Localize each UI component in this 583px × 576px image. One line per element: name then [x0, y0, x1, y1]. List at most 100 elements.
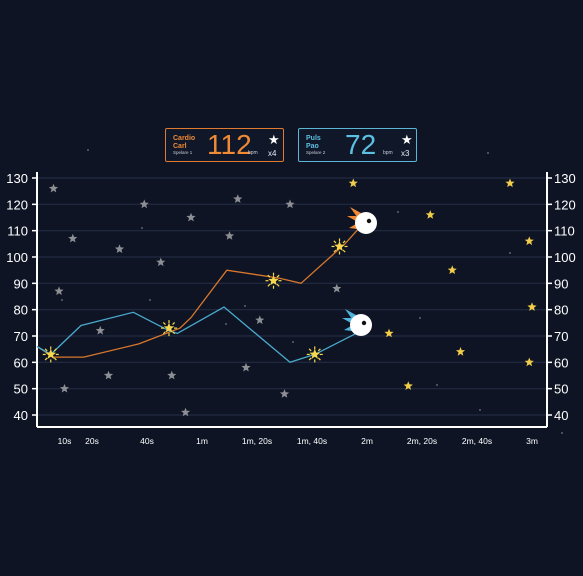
bird-body [355, 212, 377, 234]
x-tick-label: 40s [140, 436, 154, 446]
grey-star-icon [180, 407, 191, 417]
collected-star-icon [334, 241, 345, 251]
y-tick-label: 110 [554, 224, 575, 239]
y-tick-label: 100 [554, 250, 576, 265]
y-tick-label: 130 [554, 171, 576, 186]
y-tick-label: 80 [554, 303, 568, 318]
y-tick-label: 90 [14, 276, 28, 291]
yellow-star-icon [527, 302, 537, 311]
bird-feather [350, 207, 361, 217]
y-tick-label: 90 [554, 276, 568, 291]
player-2-unit: bpm [383, 150, 393, 156]
star-burst-ray [267, 283, 271, 287]
yellow-star-icon [524, 236, 534, 246]
collected-star-icon [309, 348, 320, 359]
background-dot [244, 305, 246, 307]
star-icon: ★ [268, 132, 280, 147]
star-burst-ray [53, 348, 57, 352]
background-dot [479, 409, 481, 411]
player-1-unit: bpm [248, 150, 258, 156]
yellow-star-icon [384, 328, 394, 338]
grey-star-icon [54, 286, 64, 296]
player-1-star-count: x4 [268, 149, 277, 158]
bird-body [350, 314, 372, 336]
y-tick-label: 60 [554, 355, 568, 370]
grey-star-icon [156, 257, 166, 267]
star-burst-ray [333, 249, 337, 253]
player-2-card: Puls Pao Spelare 2 72 bpm ★ x3 [298, 128, 417, 162]
bird-eye [366, 218, 372, 224]
bird-beak [349, 224, 357, 229]
star-burst-ray [162, 322, 166, 325]
background-dot [61, 299, 63, 301]
player-2-first-name: Puls [306, 135, 321, 142]
collected-star-icon [268, 275, 279, 286]
grey-star-icon [332, 283, 342, 293]
grey-star-icon [139, 199, 149, 209]
y-tick-label: 60 [14, 355, 28, 370]
grey-star-icon [114, 244, 125, 253]
player-1-bpm: 112 [207, 129, 252, 160]
x-tick-label: 1m, 40s [297, 436, 327, 446]
star-burst-ray [172, 322, 176, 325]
background-dot [561, 432, 563, 434]
y-tick-label: 120 [6, 197, 28, 212]
y-tick-label: 40 [554, 408, 568, 423]
grey-star-icon [224, 231, 235, 240]
star-burst-ray [317, 348, 321, 352]
yellow-star-icon [505, 178, 515, 188]
x-tick-label: 20s [85, 436, 99, 446]
star-burst-ray [44, 348, 48, 352]
background-dot [509, 252, 511, 254]
grey-star-icon [255, 315, 265, 325]
player-2-star-count: x3 [401, 149, 410, 158]
star-burst-ray [276, 274, 280, 278]
player-1-card: Cardio Carl Spelare 1 112 bpm ★ x4 [165, 128, 284, 162]
star-burst-ray [53, 357, 57, 361]
player-1-name: Cardio Carl [173, 135, 195, 151]
player-1-label: Spelare 1 [173, 150, 193, 155]
star-burst-ray [267, 274, 271, 278]
y-tick-label: 100 [6, 250, 28, 265]
collected-star-icon [163, 322, 175, 333]
star-burst-ray [342, 249, 346, 253]
player-2-last-name: Pao [306, 143, 319, 150]
star-burst-ray [317, 357, 321, 361]
yellow-star-icon [524, 357, 534, 367]
star-burst-ray [172, 331, 176, 335]
star-burst-ray [333, 240, 337, 244]
background-dot [436, 384, 438, 386]
grey-star-icon [279, 389, 290, 398]
star-burst-ray [342, 240, 346, 244]
y-tick-label: 70 [554, 329, 568, 344]
grey-star-icon [285, 199, 295, 209]
y-tick-label: 130 [6, 171, 28, 186]
bird-eye [361, 320, 367, 326]
yellow-star-icon [425, 210, 435, 219]
yellow-star-icon [348, 178, 358, 188]
grey-star-icon [95, 325, 105, 335]
grey-star-icon [186, 212, 196, 222]
yellow-star-icon [455, 347, 466, 356]
bird-feather [342, 318, 353, 323]
y-tick-label: 40 [14, 408, 28, 423]
grey-star-icon [103, 370, 114, 380]
y-tick-label: 50 [14, 382, 28, 397]
background-dot [149, 299, 151, 301]
player-1-bird-avatar [347, 207, 377, 234]
background-dot [419, 317, 421, 319]
x-tick-label: 10s [58, 436, 72, 446]
star-burst-ray [44, 357, 48, 361]
x-tick-label: 1m [196, 436, 208, 446]
grey-star-icon [167, 370, 177, 380]
collected-star-icon [45, 348, 56, 359]
background-dot [397, 211, 399, 213]
player-1-first-name: Cardio [173, 135, 196, 142]
bird-feather [347, 216, 358, 221]
background-dot [87, 149, 89, 151]
y-tick-label: 50 [554, 382, 568, 397]
bird-feather [345, 309, 356, 319]
grey-star-icon [233, 194, 243, 203]
player-1-last-name: Carl [173, 143, 187, 150]
